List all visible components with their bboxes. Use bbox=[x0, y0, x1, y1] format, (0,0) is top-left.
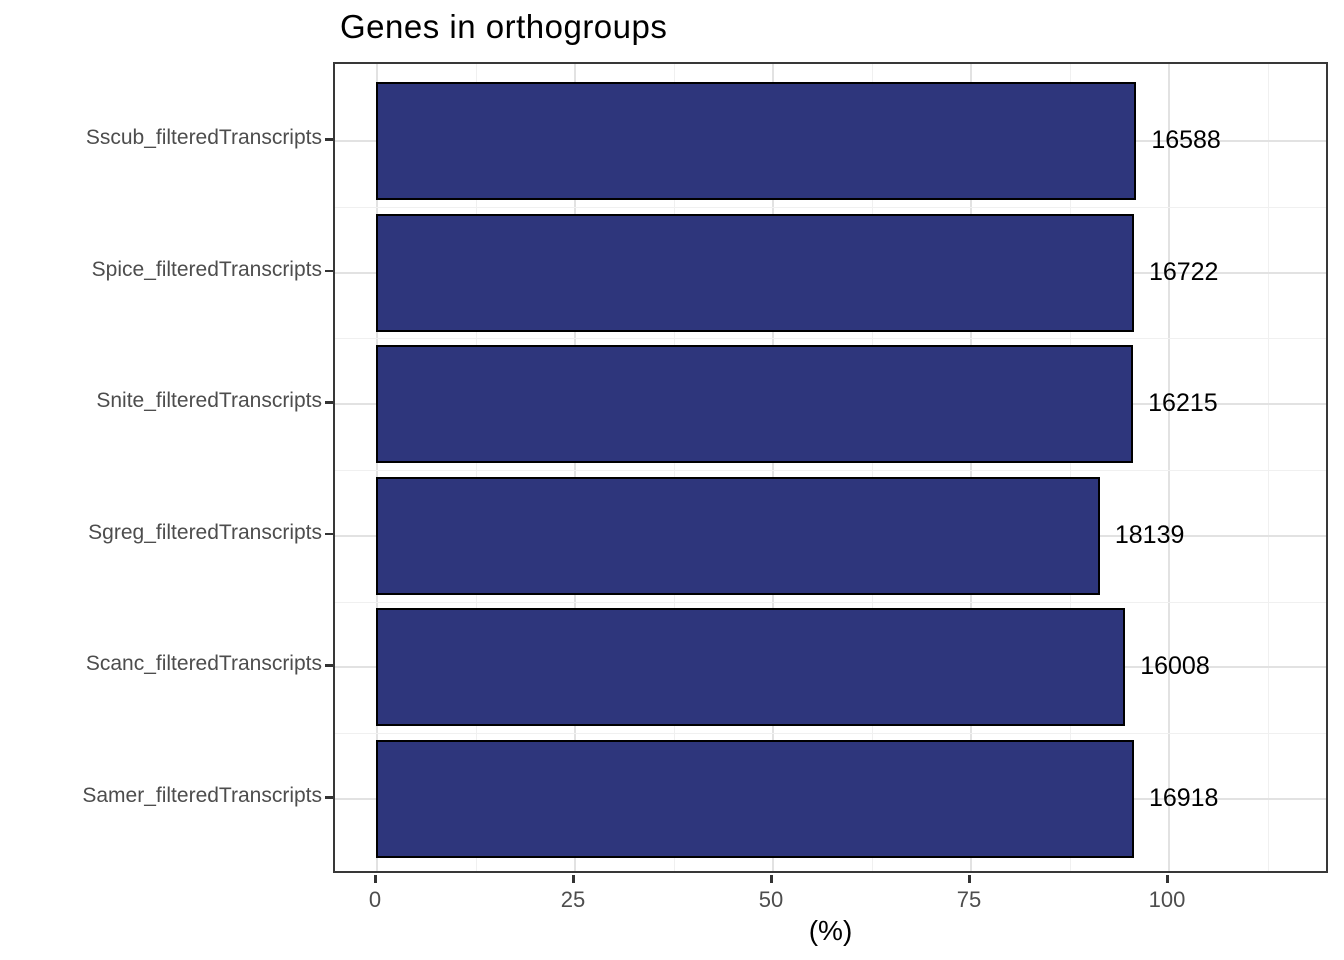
bar-value-label: 16588 bbox=[1151, 126, 1221, 154]
chart-title: Genes in orthogroups bbox=[340, 8, 668, 45]
gridline-vertical-major bbox=[1168, 64, 1170, 871]
bar bbox=[376, 476, 1100, 595]
x-axis-tick bbox=[968, 875, 971, 883]
gridline-vertical-minor bbox=[673, 64, 675, 871]
gridline-vertical-major bbox=[970, 64, 972, 871]
y-axis-tick bbox=[325, 269, 333, 273]
y-axis-category-label: Sscub_filteredTranscripts bbox=[85, 126, 322, 149]
x-axis-tick-label: 50 bbox=[758, 887, 784, 912]
x-axis-tick-label: 100 bbox=[1148, 887, 1186, 912]
y-axis-tick bbox=[325, 401, 333, 404]
x-axis-tick-label: 0 bbox=[368, 887, 382, 912]
x-axis-tick bbox=[572, 875, 575, 883]
bar-value-label: 16215 bbox=[1148, 389, 1218, 418]
bar bbox=[376, 740, 1134, 858]
x-axis-tick bbox=[1166, 875, 1169, 883]
gridline-vertical-minor bbox=[475, 64, 477, 871]
bar bbox=[376, 82, 1137, 200]
y-axis-category-label: Sgreg_filteredTranscripts bbox=[88, 520, 322, 544]
gridline-horizontal-minor bbox=[335, 470, 1326, 471]
y-axis-tick bbox=[325, 138, 333, 141]
gridline-vertical-major bbox=[772, 64, 774, 871]
gridline-vertical-major bbox=[376, 64, 378, 871]
bar bbox=[376, 608, 1126, 727]
x-axis-tick-label: 75 bbox=[956, 887, 982, 912]
bar-value-label: 18139 bbox=[1114, 520, 1185, 549]
gridline-vertical-minor bbox=[1267, 64, 1269, 871]
y-axis-tick bbox=[325, 532, 333, 536]
y-axis-category-label: Scanc_filteredTranscripts bbox=[85, 652, 322, 676]
bar-value-label: 16918 bbox=[1148, 784, 1219, 812]
gridline-vertical-major bbox=[574, 64, 576, 871]
bar bbox=[376, 345, 1134, 464]
bar bbox=[376, 213, 1134, 332]
gridline-vertical-minor bbox=[1069, 64, 1071, 871]
x-axis-title: (%) bbox=[808, 915, 853, 946]
x-axis-tick bbox=[374, 875, 377, 883]
y-axis-tick bbox=[325, 664, 333, 667]
x-axis-tick bbox=[770, 875, 773, 883]
y-axis-tick bbox=[325, 796, 333, 799]
bar-value-label: 16008 bbox=[1140, 652, 1210, 681]
gridline-horizontal-minor bbox=[335, 733, 1326, 735]
gridline-horizontal-minor bbox=[335, 206, 1326, 208]
x-axis-tick-label: 25 bbox=[560, 887, 586, 912]
y-axis-category-label: Samer_filteredTranscripts bbox=[82, 784, 322, 807]
y-axis-category-label: Spice_filteredTranscripts bbox=[91, 257, 322, 281]
bar-value-label: 16722 bbox=[1148, 257, 1219, 286]
gridline-vertical-minor bbox=[871, 64, 873, 871]
plot-panel: 16588 16722 16215 18139 16008 16918 bbox=[333, 62, 1328, 873]
y-axis-category-label: Snite_filteredTranscripts bbox=[96, 389, 322, 413]
gridline-horizontal-minor bbox=[335, 338, 1326, 340]
gridline-horizontal-minor bbox=[335, 601, 1326, 603]
